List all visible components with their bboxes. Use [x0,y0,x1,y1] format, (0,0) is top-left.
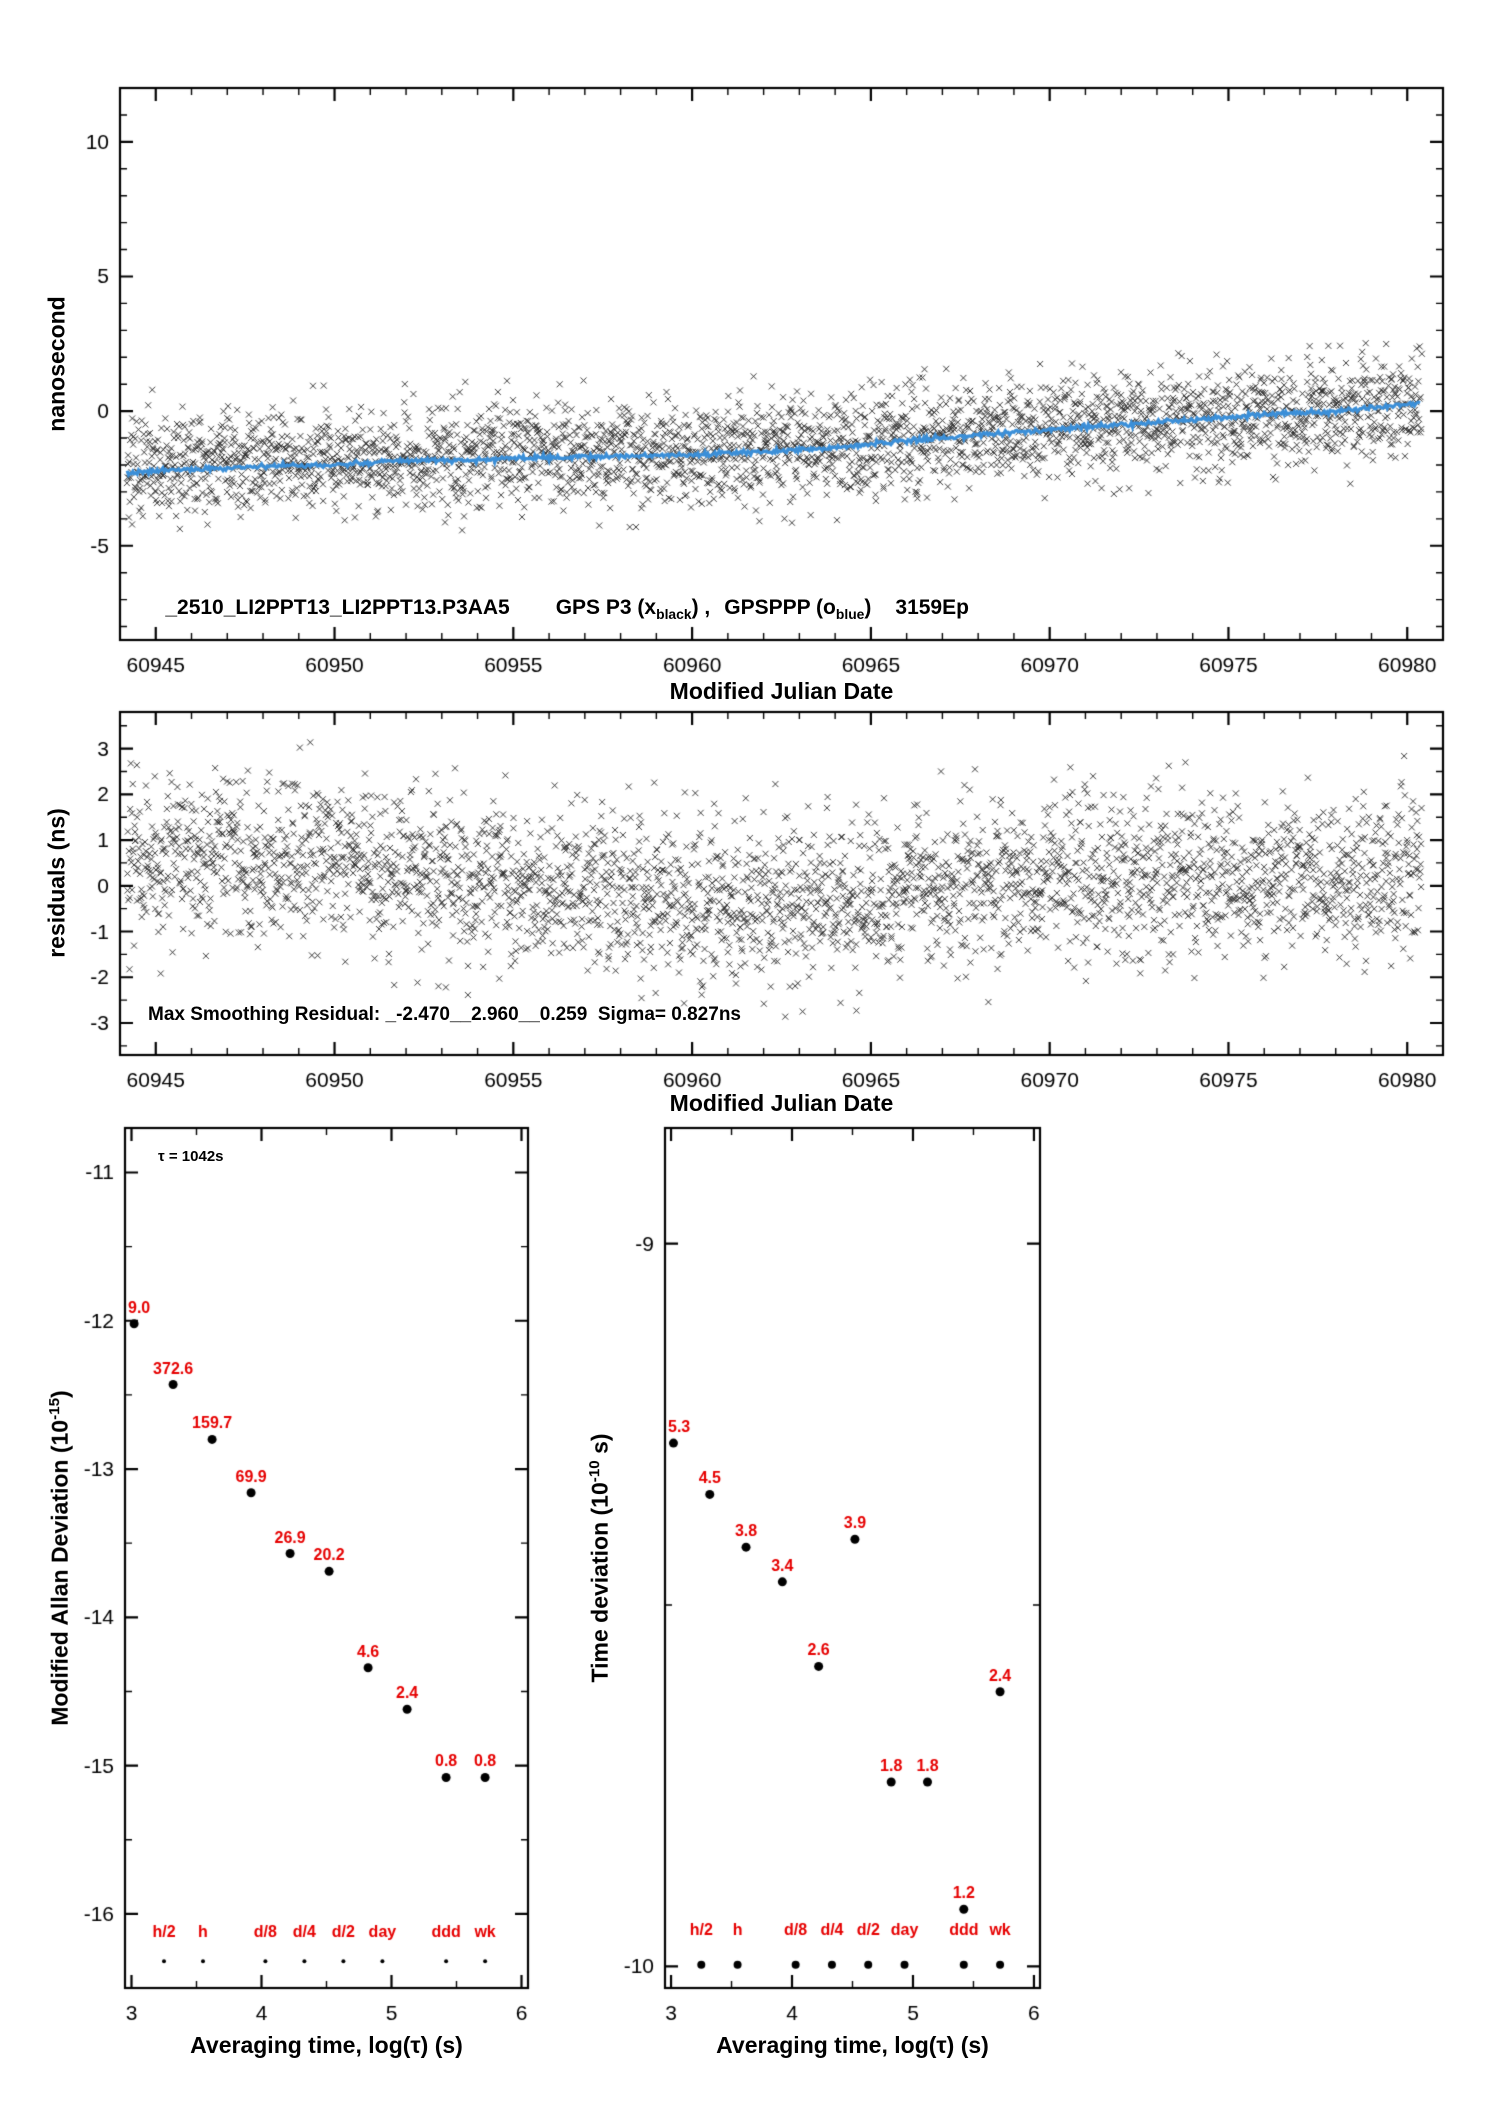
residual-stats-annotation: Max Smoothing Residual: _-2.470__2.960__… [148,1004,741,1025]
tau-annotation: τ = 1042s [158,1148,224,1165]
series1-color: black [656,606,692,623]
y-axis-label-mdev: Modified Allan Deviation (10-15) [46,1390,74,1725]
series1-post: ) , [691,596,711,619]
series2-pre: GPSPPP (o [724,596,836,619]
x-axis-label-mjd-top: Modified Julian Date [669,678,894,704]
epoch-count: 3159Ep [895,596,969,619]
y-axis-label-nanosecond: nanosecond [44,296,71,431]
x-axis-label-averaging-time-left: Averaging time, log(τ) (s) [190,2032,463,2058]
y-axis-label-tdev: Time deviation (10-10 s) [586,1433,614,1682]
series2-color: blue [835,606,865,623]
ylabel-post: s) [586,1433,613,1461]
series1-legend: GPS P3 (xblack) , [555,596,711,623]
top-plot-annotation: _2510_LI2PPT13_LI2PPT13.P3AA5 GPS P3 (xbl… [142,572,969,646]
ylabel-post: ) [46,1390,73,1398]
series2-legend: GPSPPP (oblue) [724,596,872,623]
y-axis-label-text: residuals (ns) [43,808,70,958]
y-axis-label-text: nanosecond [43,296,70,432]
ylabel-pre: Time deviation (10 [586,1482,613,1683]
series2-post: ) [864,596,872,619]
ylabel-pre: Modified Allan Deviation (10 [46,1419,73,1726]
x-axis-label-mjd-mid: Modified Julian Date [669,1090,894,1116]
y-axis-label-residuals: residuals (ns) [44,808,71,958]
series1-pre: GPS P3 (x [555,596,657,619]
link-id: _2510_LI2PPT13_LI2PPT13.P3AA5 [165,596,510,619]
x-axis-label-averaging-time-right: Averaging time, log(τ) (s) [716,2032,989,2058]
ylabel-exponent: -10 [586,1460,604,1483]
ylabel-exponent: -15 [46,1397,64,1420]
